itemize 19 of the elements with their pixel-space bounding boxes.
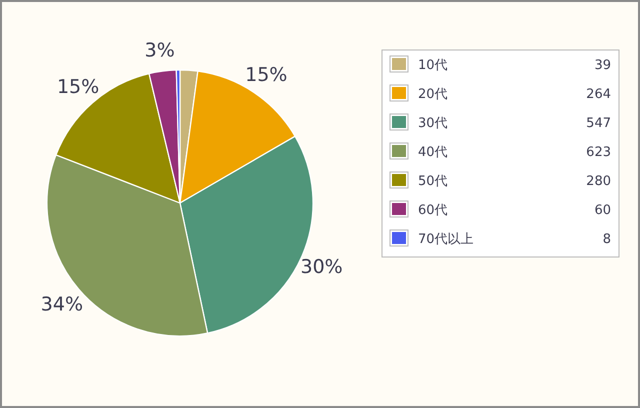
data-label: 264 [586, 87, 611, 102]
legend-label: 10代 [418, 58, 448, 73]
data-label: 623 [586, 145, 611, 160]
legend-label: 20代 [418, 87, 448, 102]
legend-label: 30代 [418, 116, 448, 131]
legend-label: 40代 [418, 145, 448, 160]
data-label: 547 [586, 116, 611, 131]
legend-label: 60代 [418, 203, 448, 218]
text: 3% [144, 39, 175, 62]
legend-label: 50代 [418, 174, 448, 189]
text: 15% [245, 64, 288, 86]
data-label: 8 [602, 232, 611, 247]
data-label: 280 [586, 174, 611, 189]
data-label: 60 [594, 203, 611, 218]
text: 34% [40, 293, 84, 316]
text: 30% [300, 256, 343, 278]
data-label: 39 [594, 58, 611, 73]
text: 15% [56, 76, 100, 98]
legend-label: 70代以上 [418, 232, 474, 247]
